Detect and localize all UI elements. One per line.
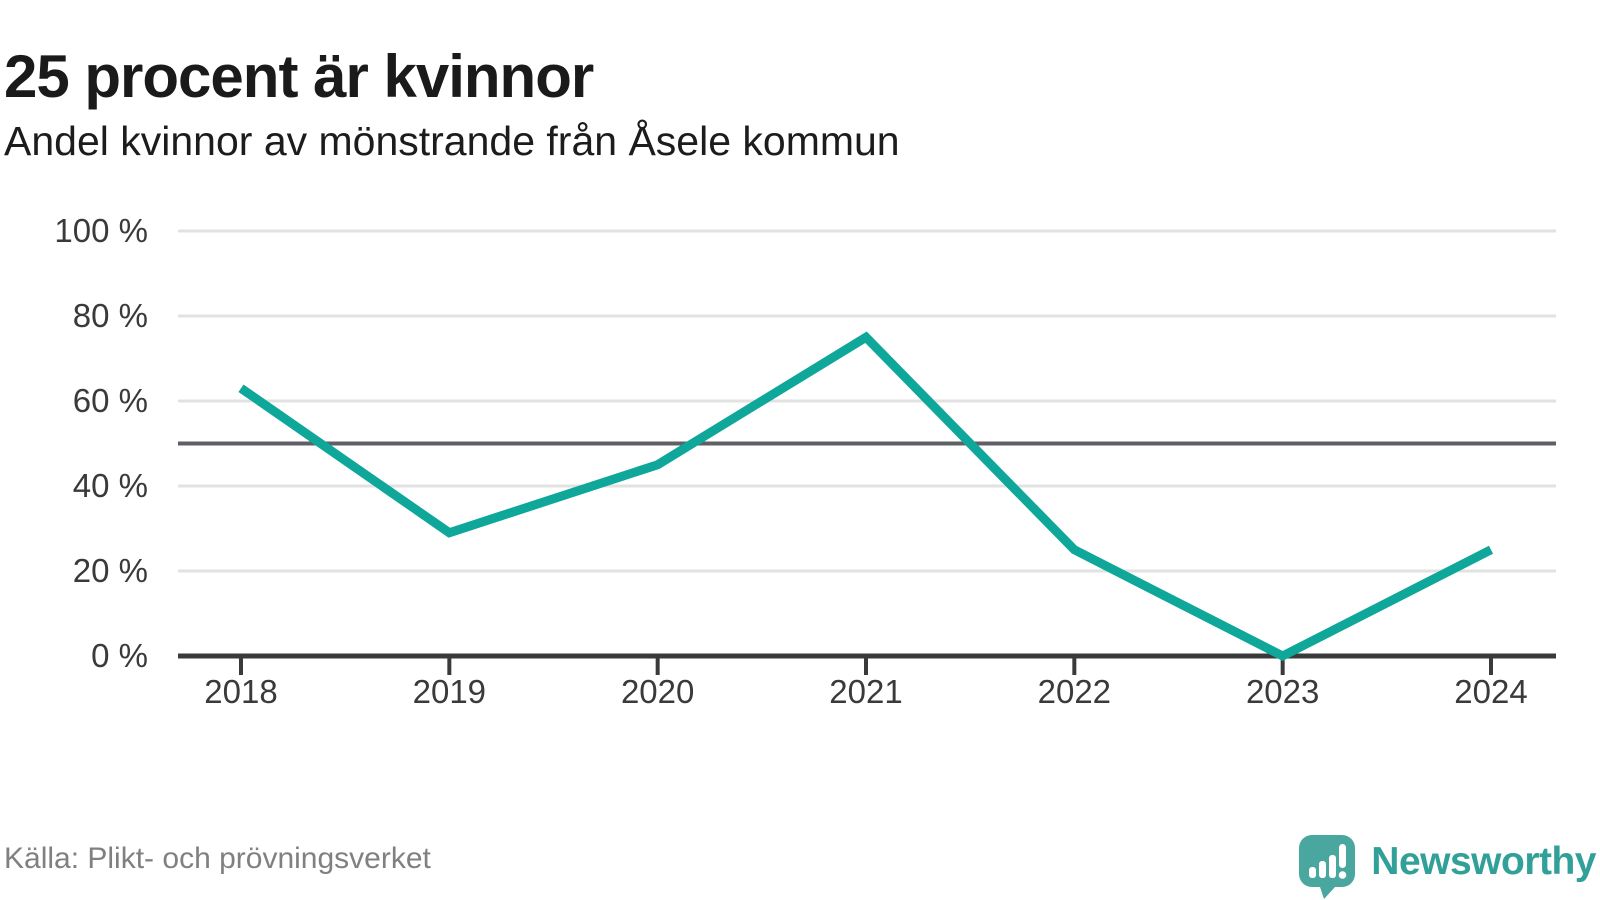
x-tick-label: 2024 [1454, 673, 1528, 710]
chart-title: 25 procent är kvinnor [4, 43, 594, 111]
newsworthy-logo-icon [1299, 835, 1356, 899]
x-tick-label: 2023 [1245, 673, 1320, 710]
newsworthy-logo-text: Newsworthy [1371, 840, 1596, 883]
x-tick-label: 2019 [412, 673, 487, 710]
y-tick-label: 60 % [72, 382, 148, 419]
source-caption: Källa: Plikt- och prövningsverket [4, 842, 431, 875]
x-tick-label: 2020 [620, 673, 695, 710]
x-tick-label: 2022 [1037, 673, 1112, 710]
y-tick-label: 100 % [54, 212, 148, 249]
chart-subtitle: Andel kvinnor av mönstrande från Åsele k… [4, 118, 900, 164]
y-tick-label: 20 % [72, 552, 148, 589]
x-tick-label: 2021 [829, 673, 903, 710]
newsworthy-logo: Newsworthy [1297, 833, 1596, 899]
y-tick-label: 0 % [91, 637, 148, 674]
data-line [238, 331, 1494, 662]
y-tick-label: 40 % [72, 467, 148, 504]
y-tick-label: 80 % [72, 297, 148, 334]
x-tick-label: 2018 [204, 673, 278, 710]
